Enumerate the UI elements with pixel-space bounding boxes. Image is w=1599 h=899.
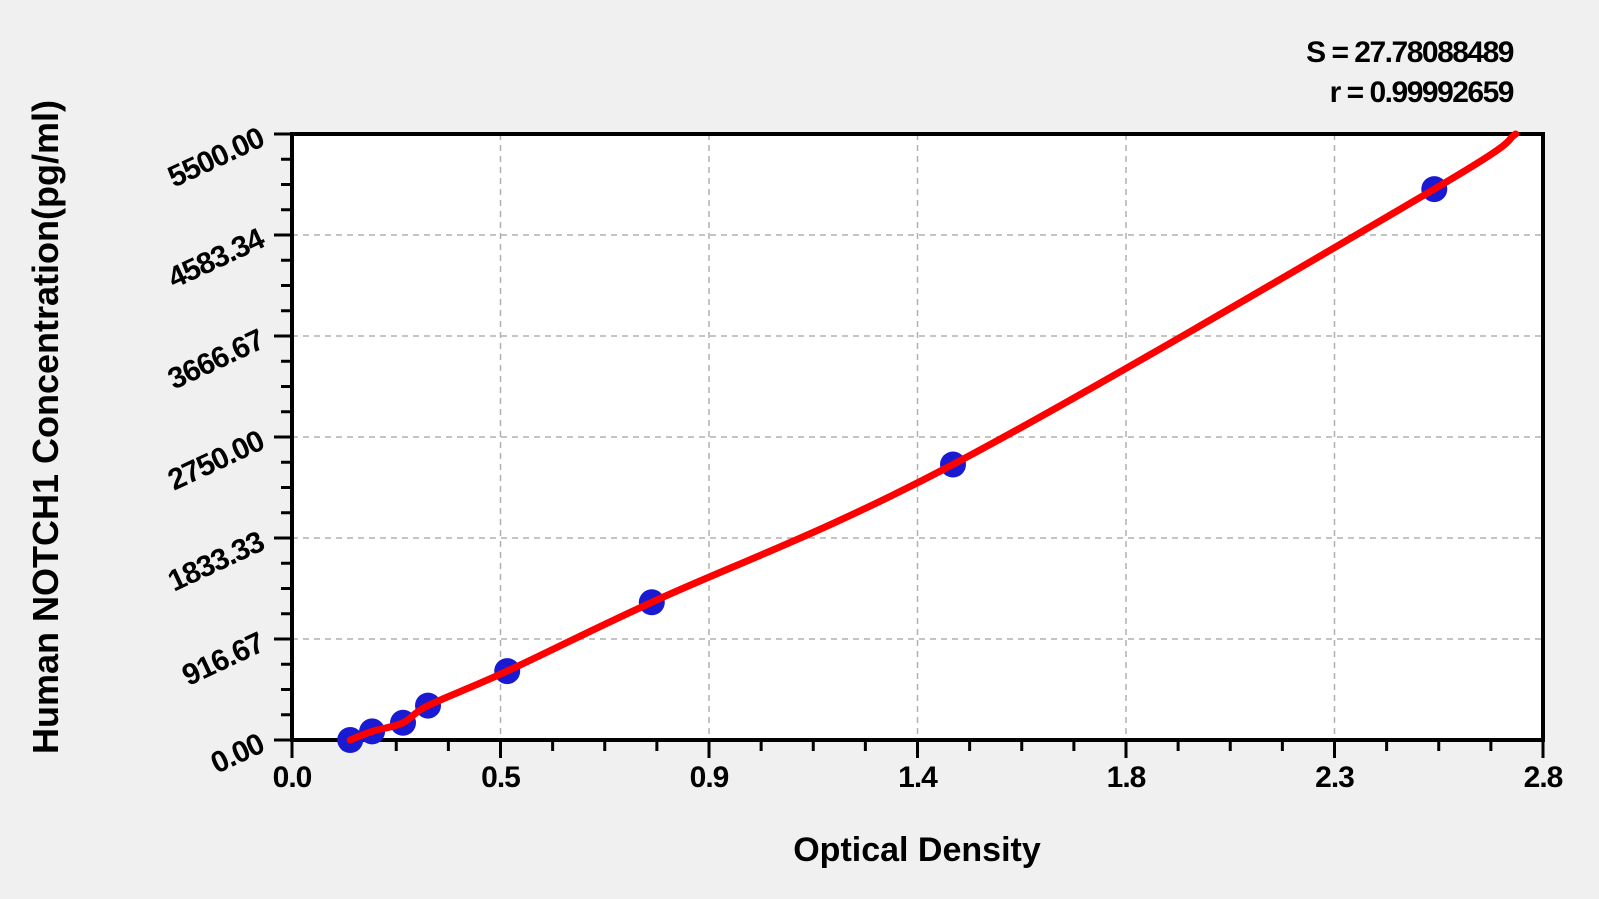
fit-curve [346,130,1520,744]
y-tick-label: 0.00 [206,727,270,780]
y-tick-label: 3666.67 [163,323,269,396]
stat-s-value: S = 27.78088489 [1306,36,1514,69]
y-tick-label: 916.67 [177,626,269,692]
y-tick-label: 5500.00 [163,121,269,194]
x-tick-label: 0.9 [690,761,729,794]
plot-layer: 0.0 0.5 0.9 1.4 1.8 2.3 2.8 0.00 916.67 1833.33 27… [163,121,1564,794]
x-tick-label: 2.3 [1315,761,1354,794]
x-tick-label: 2.8 [1524,761,1563,794]
x-tick-label: 1.4 [898,761,938,794]
x-tick-label: 1.8 [1107,761,1146,794]
x-tick-label: 0.0 [273,761,312,794]
x-tick-label: 0.5 [481,761,520,794]
stat-r-value: r = 0.99992659 [1330,76,1514,109]
y-tick-label: 4583.34 [163,222,270,295]
y-axis-title: Human NOTCH1 Concentration(pg/ml) [25,100,66,754]
y-tick-label: 1833.33 [163,525,269,598]
y-tick-label: 2750.00 [163,424,269,497]
x-axis-title: Optical Density [793,831,1041,869]
plot-frame [290,132,1545,742]
